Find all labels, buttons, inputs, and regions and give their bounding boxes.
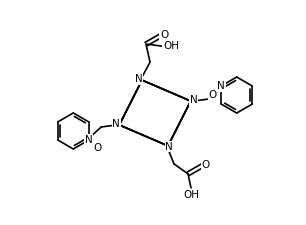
Text: O: O xyxy=(93,144,102,153)
Text: N: N xyxy=(85,135,93,145)
Text: N: N xyxy=(165,142,173,152)
Text: N: N xyxy=(190,95,198,105)
Text: N: N xyxy=(217,81,225,91)
Text: O: O xyxy=(202,160,210,170)
Text: OH: OH xyxy=(163,41,179,51)
Text: O: O xyxy=(160,30,168,40)
Text: N: N xyxy=(135,74,143,84)
Text: O: O xyxy=(208,90,217,99)
Text: OH: OH xyxy=(183,190,199,200)
Text: N: N xyxy=(112,119,120,129)
